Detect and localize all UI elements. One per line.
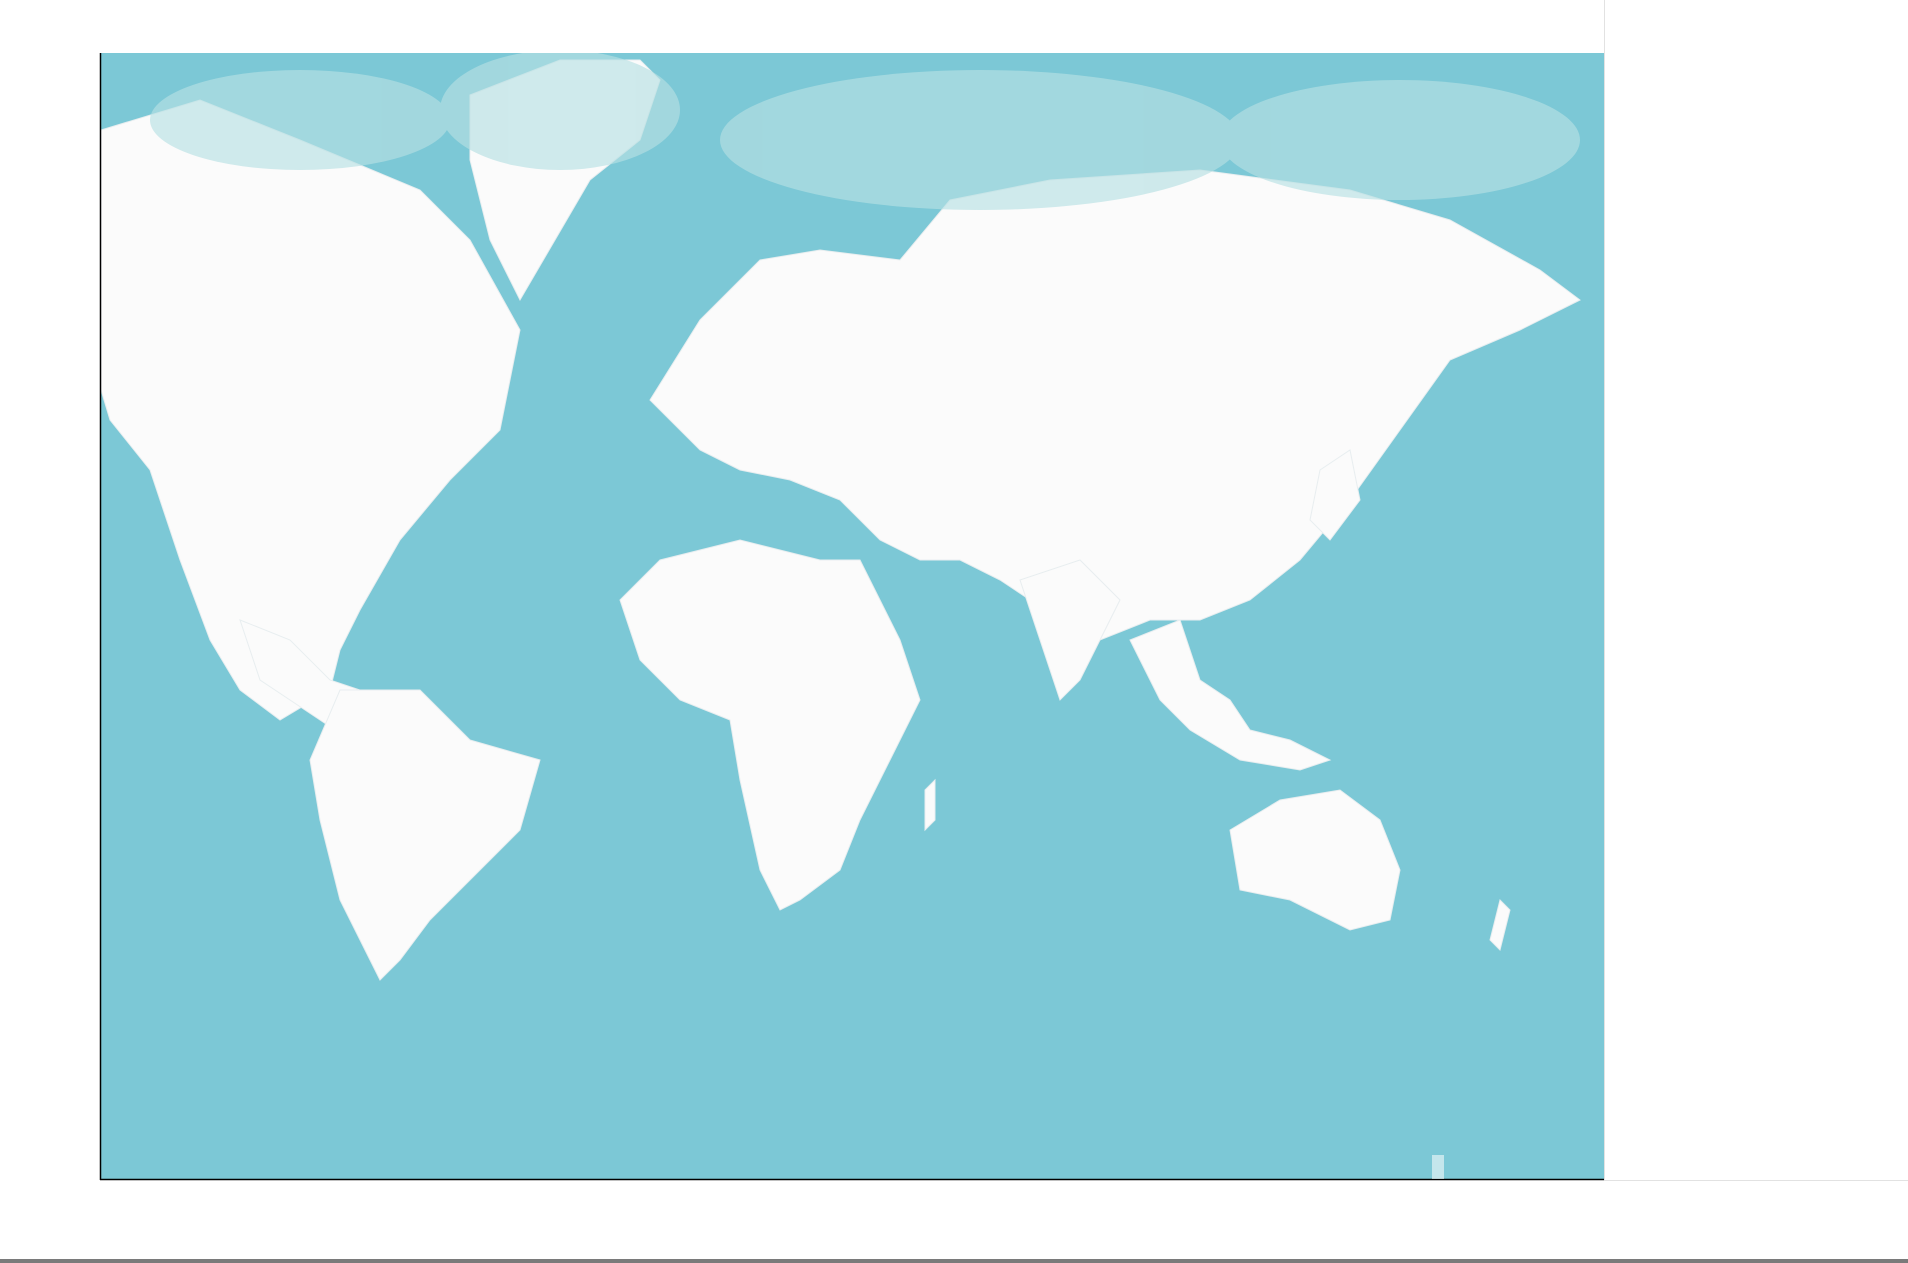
plot-area[interactable] — [0, 0, 1604, 1263]
basemap-shallow-water — [150, 53, 1580, 210]
map-attribution — [1432, 1155, 1444, 1179]
basemap-land — [101, 59, 1581, 981]
window-bottom-border — [0, 1259, 1908, 1263]
legend — [1604, 0, 1908, 1181]
